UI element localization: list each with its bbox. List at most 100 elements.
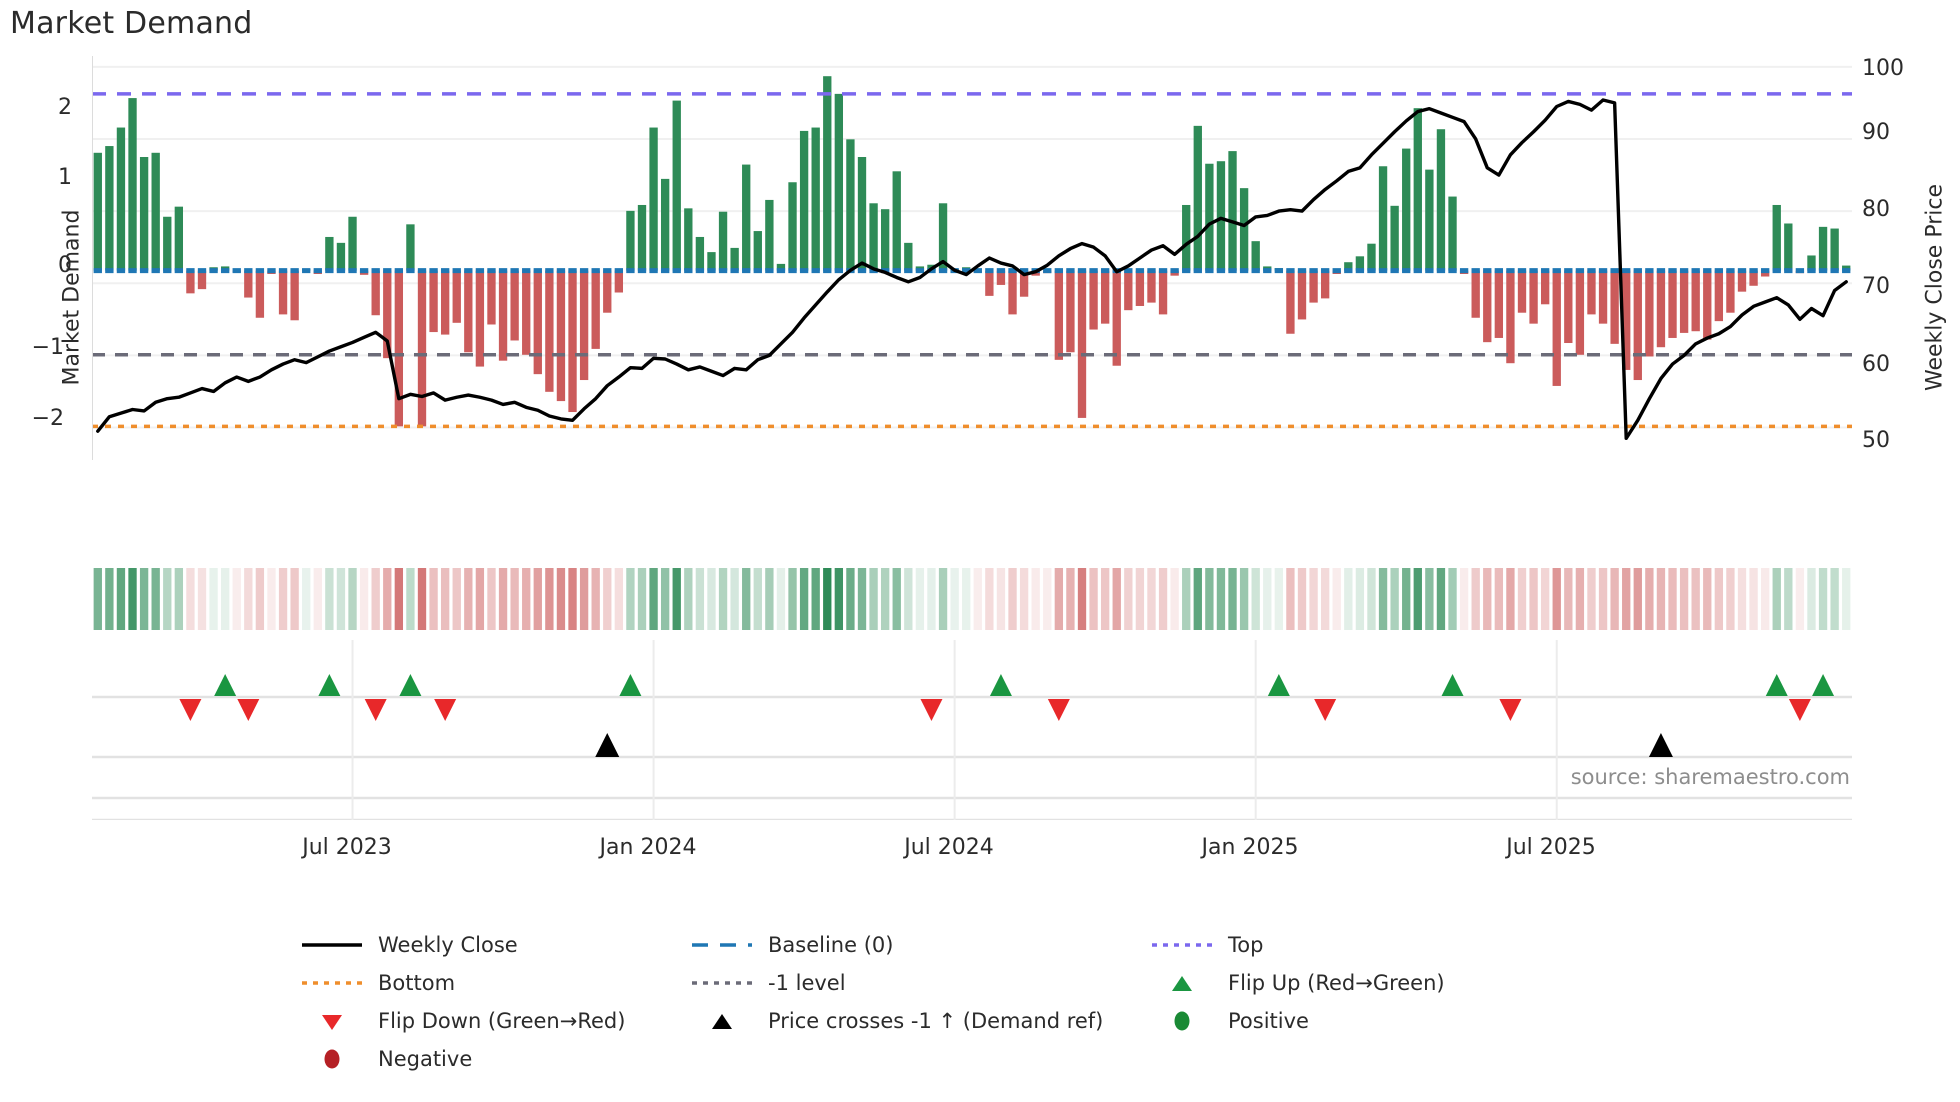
- legend-label: Price crosses -1 ↑ (Demand ref): [768, 1009, 1104, 1033]
- heat-cell: [626, 568, 635, 630]
- heat-cell: [1471, 568, 1480, 630]
- heat-cell: [985, 568, 994, 630]
- baseline-segment: [1158, 268, 1168, 274]
- legend-item-price-cross[interactable]: Price crosses -1 ↑ (Demand ref): [690, 1006, 1150, 1036]
- legend-item-baseline[interactable]: Baseline (0): [690, 930, 1150, 960]
- baseline-segment: [336, 268, 346, 274]
- heat-cell: [660, 568, 670, 630]
- demand-bar: [545, 270, 554, 392]
- demand-bar: [1367, 243, 1376, 271]
- heat-cell: [244, 568, 253, 630]
- heat-cell: [533, 568, 542, 630]
- baseline-segment: [1425, 268, 1434, 274]
- legend-item-positive[interactable]: Positive: [1150, 1006, 1570, 1036]
- heat-cell: [1297, 568, 1307, 630]
- baseline-segment: [579, 268, 589, 274]
- heat-cell: [1726, 568, 1735, 630]
- legend-item-negative[interactable]: Negative: [300, 1044, 690, 1074]
- heat-cell: [915, 568, 925, 630]
- demand-bar: [1344, 262, 1353, 271]
- heat-cell: [440, 568, 450, 630]
- legend-item-flip-down[interactable]: Flip Down (Green→Red): [300, 1006, 690, 1036]
- baseline-segment: [1610, 268, 1619, 274]
- demand-bar: [1598, 270, 1608, 324]
- demand-bar: [1494, 270, 1504, 338]
- heat-cell: [522, 568, 531, 630]
- heat-cell: [1170, 568, 1179, 630]
- heat-cell: [1494, 568, 1504, 630]
- demand-bar: [1413, 108, 1422, 271]
- flip-down-marker: [237, 699, 260, 721]
- demand-bar: [938, 203, 948, 271]
- baseline-segment: [1668, 268, 1677, 274]
- legend-label: Top: [1228, 933, 1264, 957]
- heat-cell: [232, 568, 241, 630]
- baseline-segment: [440, 268, 450, 274]
- legend-label: Weekly Close: [378, 933, 518, 957]
- heat-cell: [684, 568, 693, 630]
- legend-item-minus-one[interactable]: -1 level: [690, 968, 1150, 998]
- demand-bar: [1679, 270, 1689, 333]
- baseline-segment: [1124, 268, 1133, 274]
- baseline-segment: [383, 268, 392, 274]
- baseline-segment: [811, 268, 820, 274]
- legend-item-flip-up[interactable]: Flip Up (Red→Green): [1150, 968, 1570, 998]
- demand-bar: [1378, 166, 1388, 271]
- heat-cell: [1737, 568, 1747, 630]
- legend-item-weekly-close[interactable]: Weekly Close: [300, 930, 690, 960]
- heat-cell: [163, 568, 172, 630]
- heat-cell: [776, 568, 786, 630]
- demand-bar: [383, 270, 392, 359]
- demand-bar: [1066, 270, 1075, 353]
- heat-cell: [151, 568, 160, 630]
- heat-cell: [799, 568, 809, 630]
- demand-bar: [1112, 270, 1121, 366]
- baseline-segment: [302, 268, 311, 274]
- baseline-segment: [1726, 268, 1735, 274]
- demand-bar: [244, 270, 253, 298]
- y-tick-right-5: 50: [1862, 428, 1890, 453]
- triangle-down-icon: [300, 1010, 364, 1032]
- baseline-segment: [1263, 268, 1272, 274]
- baseline-segment: [637, 268, 647, 274]
- flip-up-marker: [318, 674, 341, 696]
- y-tick-left-1: 1: [58, 165, 72, 190]
- demand-bar: [684, 208, 693, 271]
- heat-cell: [498, 568, 508, 630]
- heat-cell: [1228, 568, 1237, 630]
- demand-bar: [1830, 228, 1839, 271]
- heat-cell: [614, 568, 624, 630]
- demand-bar: [591, 270, 600, 349]
- demand-bar: [1008, 270, 1017, 315]
- demand-bar: [603, 270, 612, 313]
- heat-cell: [1784, 568, 1793, 630]
- heat-cell: [1807, 568, 1816, 630]
- demand-bar: [1320, 270, 1330, 299]
- heat-cell: [313, 568, 322, 630]
- y-tick-left-0: 2: [58, 95, 72, 120]
- legend-item-top[interactable]: Top: [1150, 930, 1570, 960]
- baseline-segment: [707, 268, 716, 274]
- heat-cell: [1135, 568, 1145, 630]
- demand-bar: [1749, 270, 1758, 286]
- heat-cell: [220, 568, 230, 630]
- baseline-segment: [834, 268, 844, 274]
- heat-cell: [510, 568, 519, 630]
- heat-cell: [1459, 568, 1469, 630]
- heat-cell: [174, 568, 184, 630]
- baseline-segment: [823, 268, 832, 274]
- price-cross-marker: [595, 733, 620, 757]
- demand-bar: [742, 164, 751, 271]
- heat-cell: [278, 568, 288, 630]
- demand-bar: [637, 204, 647, 271]
- demand-bar: [1355, 256, 1365, 271]
- demand-bar: [93, 152, 102, 271]
- baseline-segment: [1483, 268, 1492, 274]
- baseline-segment: [174, 268, 184, 274]
- legend-item-bottom[interactable]: Bottom: [300, 968, 690, 998]
- baseline-segment: [116, 268, 126, 274]
- heat-cell: [487, 568, 496, 630]
- heat-cell: [1390, 568, 1399, 630]
- legend-label: Flip Up (Red→Green): [1228, 971, 1445, 995]
- legend-label: Negative: [378, 1047, 473, 1071]
